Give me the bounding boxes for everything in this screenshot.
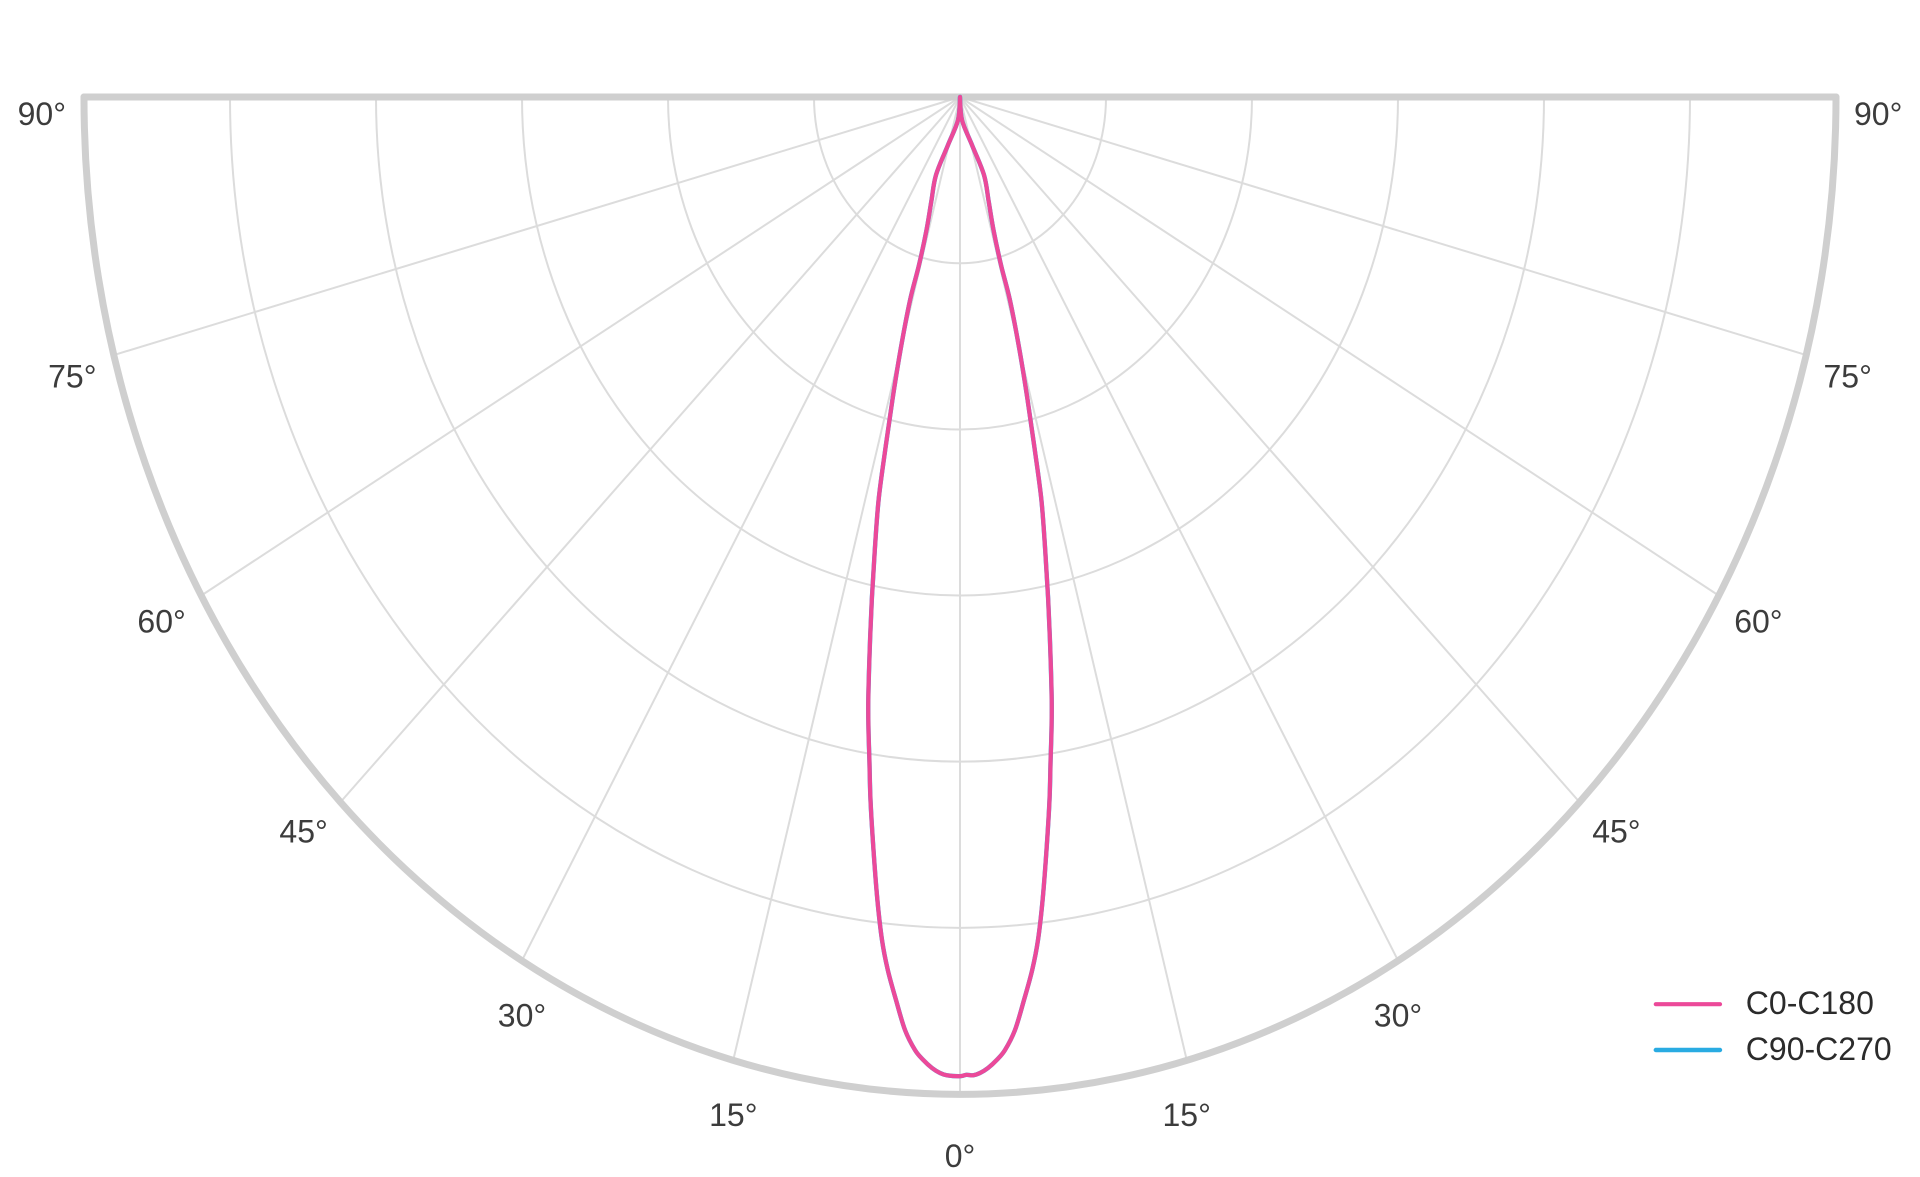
svg-text:45°: 45° bbox=[1592, 814, 1640, 850]
svg-text:90°: 90° bbox=[18, 96, 66, 132]
svg-text:C90-C270: C90-C270 bbox=[1746, 1031, 1892, 1067]
svg-text:90°: 90° bbox=[1854, 96, 1902, 132]
svg-text:15°: 15° bbox=[709, 1097, 757, 1133]
svg-text:0°: 0° bbox=[945, 1138, 976, 1174]
svg-text:30°: 30° bbox=[498, 997, 546, 1033]
svg-text:60°: 60° bbox=[1734, 604, 1782, 640]
svg-text:45°: 45° bbox=[279, 814, 327, 850]
svg-text:75°: 75° bbox=[1824, 359, 1872, 395]
svg-text:30°: 30° bbox=[1374, 997, 1422, 1033]
svg-text:C0-C180: C0-C180 bbox=[1746, 985, 1874, 1021]
svg-text:15°: 15° bbox=[1163, 1097, 1211, 1133]
svg-text:60°: 60° bbox=[137, 604, 185, 640]
svg-text:75°: 75° bbox=[48, 359, 96, 395]
